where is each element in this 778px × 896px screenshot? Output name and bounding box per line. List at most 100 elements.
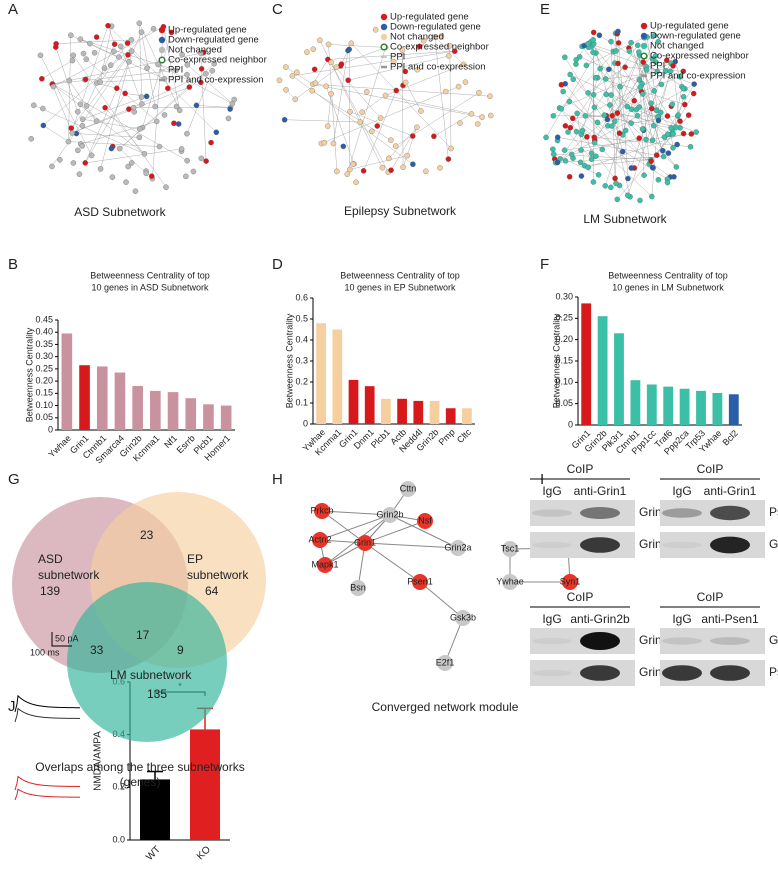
bar [696,390,706,425]
network-node [88,152,95,159]
bar [203,404,214,430]
network-node [393,87,400,94]
network-node [402,79,409,86]
network-node [304,49,310,55]
chart-title: 10 genes in ASD Subnetwork [91,282,209,292]
network-node [487,112,494,119]
network-node [325,123,331,129]
venn-set-label: LM subnetwork [110,668,192,682]
network-node [573,57,579,63]
network-node [77,101,84,107]
lane-label: IgG [542,612,561,626]
network-node [203,71,209,77]
current-trace [14,707,81,723]
network-node [57,157,63,163]
network-edge [614,41,659,122]
network-title: LM Subnetwork [583,212,667,226]
legend-label: Down-regulated gene [168,35,259,46]
network-node [628,39,634,46]
bar [150,390,161,430]
network-edge [40,55,92,156]
panel-letter: F [540,256,549,273]
network-node [615,40,622,46]
module-node-label: Tsc1 [501,543,520,553]
network-node [369,128,375,135]
network-node [359,109,365,115]
blot-band [580,507,620,519]
bar [429,400,440,424]
network-node [590,37,596,43]
network-edge [82,119,140,130]
bar [61,333,73,430]
band-label: Grin1 [769,633,778,647]
network-edge [142,32,172,128]
lane-label: IgG [542,484,561,498]
lane-label: anti-Psen1 [701,612,759,626]
network-node [655,117,662,124]
legend-marker [640,42,648,50]
venn-overlap: 17 [136,628,150,642]
network-node [125,163,131,170]
network-node [75,147,81,154]
network-edge [434,36,464,65]
legend-label: Up-regulated gene [168,25,247,36]
venn-overlap: 9 [177,643,184,657]
network-node [573,128,580,135]
bar [220,405,232,430]
band-label: Grin1 [769,537,778,551]
network-node [637,84,644,91]
network-node [628,120,634,126]
network-edge [617,112,676,128]
network-node [603,91,609,98]
network-node [198,66,205,72]
y-axis-label: NMDA/AMPA [93,731,104,791]
module-node [417,513,433,529]
chart-title: 10 genes in LM Subnetwork [612,282,724,292]
network-node [193,102,200,109]
network-node [431,133,437,140]
network-edge [643,37,653,60]
lane-label: anti-Grin2b [570,612,630,626]
module-node-label: Actn2 [308,534,331,544]
network-node [550,146,556,152]
network-edge [164,74,187,80]
y-tick-label: 0 [568,419,573,429]
venn-set-label: subnetwork [187,568,249,582]
module-node [350,580,366,596]
venn-caption: (genes) [120,775,161,789]
network-node [693,129,699,135]
module-node-label: Grin2a [444,542,471,552]
blot-band [662,637,702,645]
network-node [379,164,386,171]
network-node [680,94,687,100]
network-edge [100,26,112,83]
network-edge [86,59,157,122]
module-node [312,532,328,548]
network-node [357,119,364,125]
y-tick-label: 0.5 [295,313,308,323]
network-edge [186,70,213,134]
network-node [590,91,597,98]
network-edge [653,63,672,92]
network-node [37,52,44,59]
module-node [400,481,416,497]
band-label: Psen1 [769,665,778,679]
network-node [414,124,420,131]
network-node [670,63,676,69]
network-edge [646,36,659,117]
network-node [664,131,671,138]
module-node-label: Prkcb [310,505,333,515]
network-node [156,143,163,150]
network-edge [284,119,361,123]
y-axis-label: Betweenness Centrality [284,313,294,408]
network-node [455,83,462,90]
network-node [82,76,89,83]
network-edge [71,54,129,129]
legend-label: Not changed [390,32,444,43]
network-node [558,81,565,88]
network-node [462,79,469,85]
network-edge [76,133,140,138]
lane-label: anti-Grin1 [704,484,757,498]
network-node [128,160,135,166]
network-node [565,129,571,135]
